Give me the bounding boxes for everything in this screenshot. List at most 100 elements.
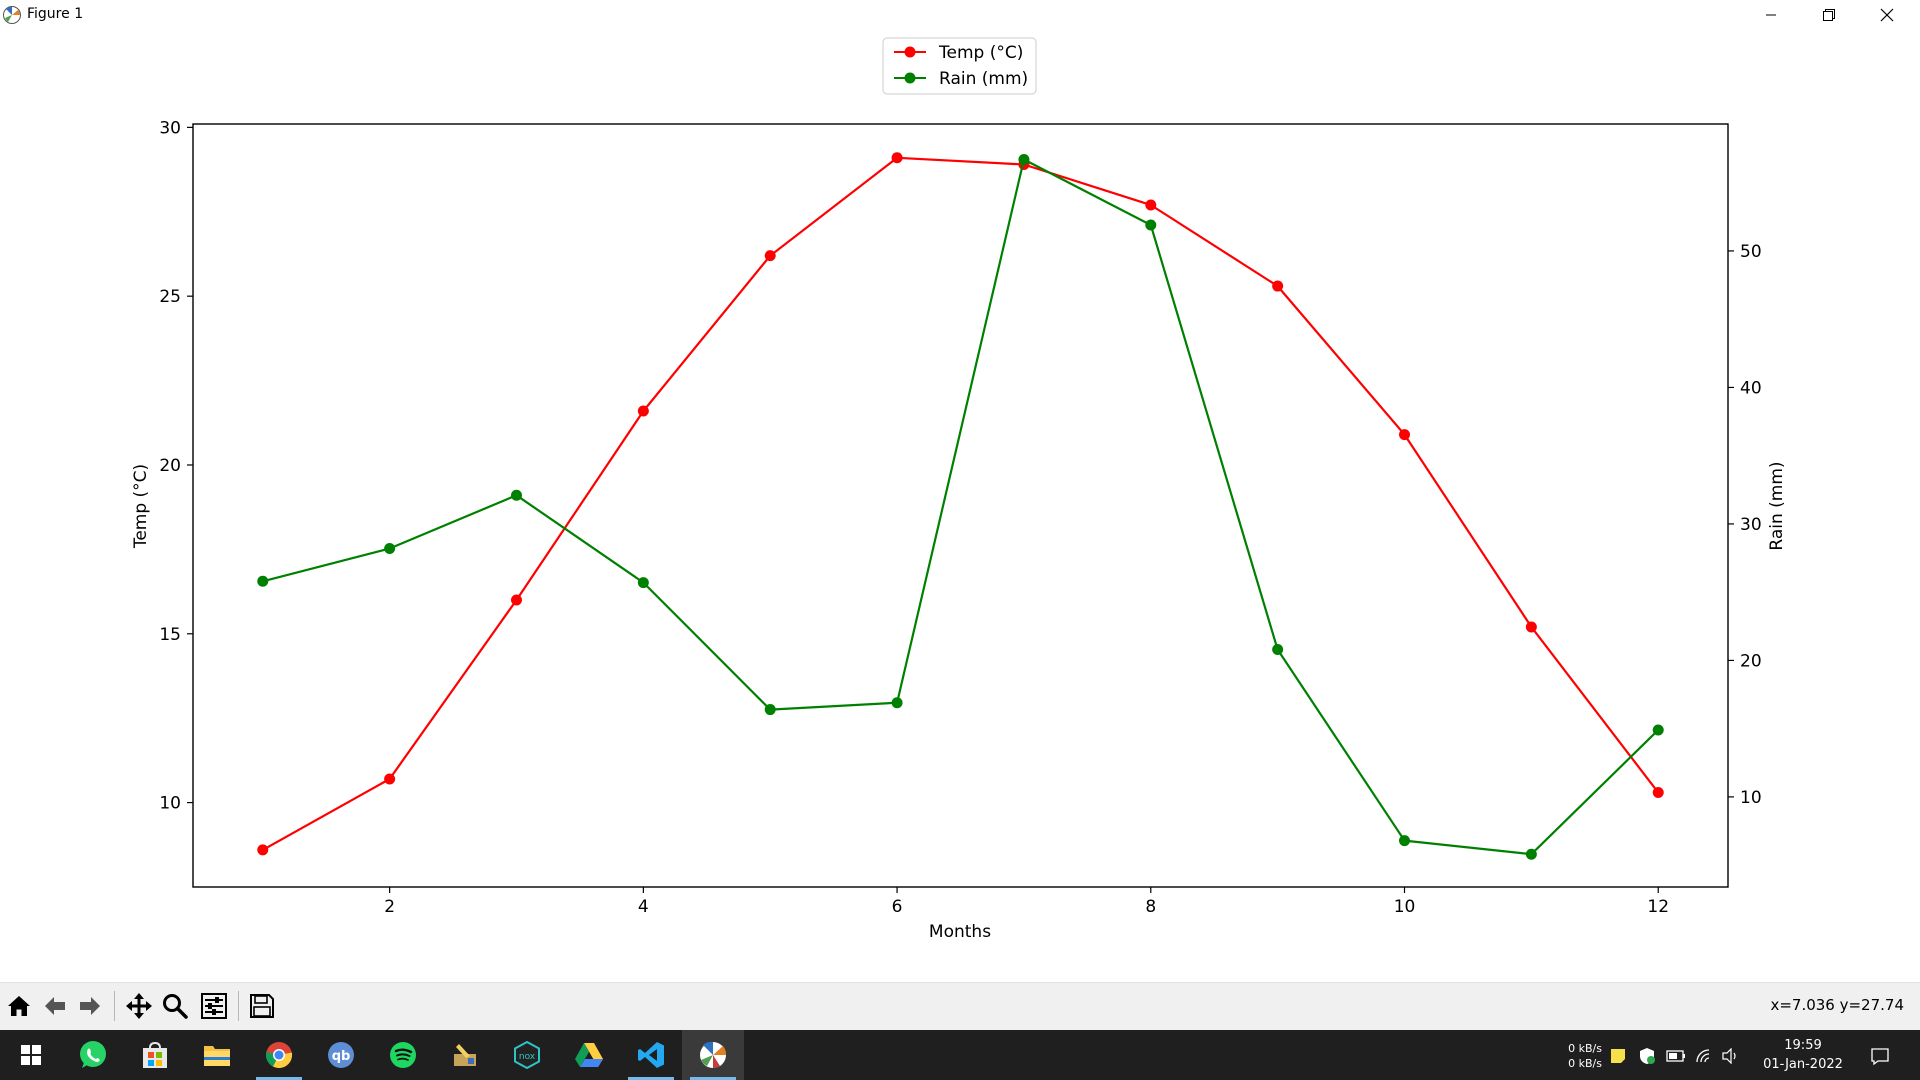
series-line-rain xyxy=(262,158,1659,856)
data-point-rain xyxy=(1145,219,1157,231)
data-point-temp xyxy=(1525,621,1537,633)
taskbar-vscode[interactable] xyxy=(620,1030,682,1080)
window-titlebar: Figure 1 xyxy=(0,0,1920,30)
data-point-rain xyxy=(637,577,649,589)
y-right-tick-label: 20 xyxy=(1740,651,1762,671)
data-point-temp xyxy=(764,250,776,262)
x-tick-label: 12 xyxy=(1647,897,1669,917)
toolbar-separator xyxy=(114,991,115,1021)
toolbar-separator xyxy=(238,991,239,1021)
cursor-coordinates: x=7.036 y=27.74 xyxy=(1770,996,1904,1014)
clock-date: 01-Jan-2022 xyxy=(1763,1057,1843,1072)
taskbar-spotify[interactable] xyxy=(372,1030,434,1080)
volume-tray[interactable] xyxy=(1720,1045,1742,1067)
sticky-note-icon xyxy=(1611,1049,1625,1063)
broom-icon xyxy=(454,1044,476,1066)
speaker-icon xyxy=(1722,1048,1736,1064)
back-button[interactable] xyxy=(38,989,72,1023)
taskbar-whatsapp[interactable] xyxy=(62,1030,124,1080)
home-button[interactable] xyxy=(2,989,36,1023)
arrow-right-icon xyxy=(80,997,100,1015)
arrow-left-icon xyxy=(45,997,65,1015)
home-icon xyxy=(8,996,30,1016)
notification-icon xyxy=(1871,1048,1889,1066)
shield-icon xyxy=(1640,1048,1655,1064)
taskbar: qb nox xyxy=(0,1030,1920,1080)
y-right-tick-label: 50 xyxy=(1740,242,1762,262)
save-button[interactable] xyxy=(245,989,279,1023)
taskbar-nox[interactable]: nox xyxy=(496,1030,558,1080)
svg-text:nox: nox xyxy=(519,1052,536,1062)
data-point-temp xyxy=(1399,429,1411,441)
close-icon xyxy=(1880,8,1894,22)
y-right-tick-label: 30 xyxy=(1740,515,1762,535)
data-point-rain xyxy=(1018,153,1030,165)
legend-label-rain: Rain (mm) xyxy=(939,69,1028,89)
taskbar-matplotlib-figure[interactable] xyxy=(682,1030,744,1080)
clock-time: 19:59 xyxy=(1784,1038,1822,1053)
y-left-tick-label: 15 xyxy=(159,625,181,645)
chrome-icon xyxy=(265,1042,293,1068)
y-left-tick-label: 10 xyxy=(159,794,181,814)
y-left-tick-label: 20 xyxy=(159,456,181,476)
floppy-disk-icon xyxy=(250,994,274,1018)
configure-subplots-button[interactable] xyxy=(197,989,231,1023)
data-point-rain xyxy=(891,697,903,709)
taskbar-google-drive[interactable] xyxy=(558,1030,620,1080)
sticky-notes-tray[interactable] xyxy=(1607,1045,1629,1067)
google-drive-icon xyxy=(575,1043,603,1067)
network-speed: 0 kB/s 0 kB/s xyxy=(1556,1041,1602,1071)
y-right-tick-label: 10 xyxy=(1740,788,1762,808)
taskbar-cleanup-app[interactable] xyxy=(434,1030,496,1080)
taskbar-store[interactable] xyxy=(124,1030,186,1080)
y-axis-label-left: Temp (°C) xyxy=(131,464,151,549)
zoom-button[interactable] xyxy=(158,989,192,1023)
data-point-temp xyxy=(1272,280,1284,292)
chart: 10 15 20 25 30 10 20 30 40 50 2 4 6 8 10 12 Months Te… xyxy=(131,37,1787,942)
restore-button[interactable] xyxy=(1800,0,1858,30)
minimize-button[interactable] xyxy=(1742,0,1800,30)
move-icon xyxy=(126,993,152,1019)
sliders-icon xyxy=(201,993,227,1019)
running-indicator xyxy=(256,1077,302,1080)
data-point-temp xyxy=(510,594,522,606)
window-title: Figure 1 xyxy=(27,6,84,22)
store-bag-icon xyxy=(143,1041,167,1068)
start-button[interactable] xyxy=(0,1030,62,1080)
folder-icon xyxy=(204,1046,230,1066)
y-axis-label-right: Rain (mm) xyxy=(1767,461,1787,550)
data-point-temp xyxy=(384,773,396,785)
data-point-temp xyxy=(257,844,269,856)
taskbar-qbittorrent[interactable]: qb xyxy=(310,1030,372,1080)
qbittorrent-icon: qb xyxy=(328,1042,354,1068)
matplotlib-icon xyxy=(700,1041,727,1069)
x-tick-label: 4 xyxy=(638,897,649,917)
navigation-toolbar: x=7.036 y=27.74 xyxy=(0,982,1920,1031)
taskbar-chrome[interactable] xyxy=(248,1030,310,1080)
clock[interactable]: 19:59 01-Jan-2022 xyxy=(1738,1036,1868,1074)
wifi-tray[interactable] xyxy=(1693,1045,1715,1067)
y-left-tick-label: 30 xyxy=(159,118,181,138)
download-speed: 0 kB/s xyxy=(1568,1057,1602,1070)
close-button[interactable] xyxy=(1858,0,1916,30)
battery-tray[interactable] xyxy=(1665,1045,1687,1067)
data-point-rain xyxy=(1399,835,1411,847)
matplotlib-icon xyxy=(3,6,21,24)
magnifier-icon xyxy=(163,994,188,1019)
security-tray[interactable] xyxy=(1636,1045,1658,1067)
x-axis-label: Months xyxy=(929,922,991,942)
data-point-rain xyxy=(1525,848,1537,860)
notifications-button[interactable] xyxy=(1869,1045,1891,1067)
data-point-rain xyxy=(764,704,776,716)
forward-button[interactable] xyxy=(73,989,107,1023)
pan-button[interactable] xyxy=(122,989,156,1023)
taskbar-file-explorer[interactable] xyxy=(186,1030,248,1080)
plot-area xyxy=(192,123,1729,888)
data-point-rain xyxy=(510,489,522,501)
whatsapp-icon xyxy=(80,1041,106,1068)
svg-text:qb: qb xyxy=(332,1049,351,1064)
figure-canvas[interactable]: 10 15 20 25 30 10 20 30 40 50 2 4 6 8 10 12 Months Te… xyxy=(0,30,1920,982)
series-line-temp xyxy=(262,156,1660,851)
battery-icon xyxy=(1666,1050,1685,1062)
nox-icon: nox xyxy=(514,1040,540,1070)
